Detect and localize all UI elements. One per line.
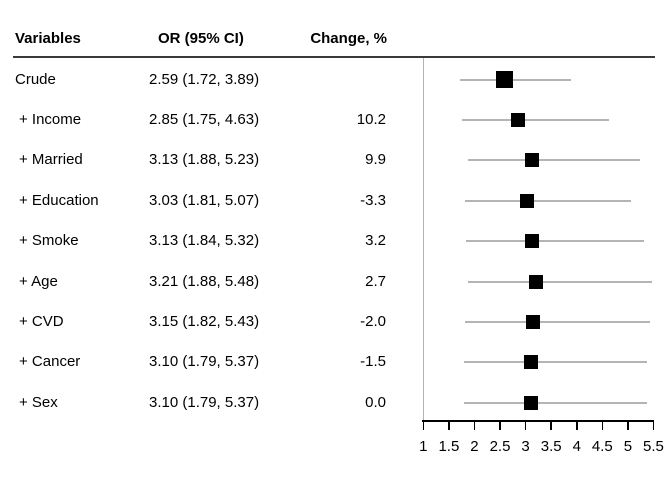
- axis-tick-label: 1.5: [438, 438, 460, 455]
- header-rule: [13, 56, 655, 58]
- axis-tick: [601, 420, 604, 430]
- reference-line-or-1: [422, 58, 425, 422]
- axis-tick: [499, 420, 501, 430]
- or-marker: [496, 71, 514, 88]
- axis-tick: [473, 420, 476, 430]
- ci-line: [464, 199, 632, 202]
- row-variable-label: + Smoke: [19, 232, 79, 250]
- or-marker: [523, 395, 538, 410]
- axis-tick-label: 5: [623, 438, 633, 455]
- column-header-change: Change, %: [310, 30, 387, 47]
- axis-tick-label: 3.5: [540, 438, 562, 455]
- row-variable-label: + Cancer: [19, 353, 81, 371]
- axis-tick-label: 2.5: [489, 438, 511, 455]
- axis-tick: [524, 420, 527, 430]
- ci-line: [465, 320, 650, 323]
- axis-tick-label: 4.5: [591, 438, 613, 455]
- row-variable-label: + Age: [19, 272, 58, 290]
- axis-tick-label: 1: [419, 438, 428, 455]
- ci-line: [466, 240, 645, 243]
- row-or-ci-value: 2.59 (1.72, 3.89): [149, 70, 260, 88]
- or-marker: [523, 355, 538, 370]
- or-marker: [510, 112, 525, 127]
- row-change-value: -3.3: [360, 191, 386, 209]
- axis-tick: [550, 420, 552, 430]
- row-change-value: 9.9: [365, 151, 386, 169]
- row-variable-label: + Education: [19, 191, 99, 209]
- axis-tick-label: 4: [572, 438, 581, 455]
- row-variable-label: + Sex: [19, 393, 58, 411]
- axis-tick-label: 2: [470, 438, 479, 455]
- axis-tick: [422, 420, 425, 430]
- row-or-ci-value: 3.15 (1.82, 5.43): [149, 312, 260, 330]
- row-change-value: 2.7: [365, 272, 386, 290]
- or-marker: [525, 234, 540, 249]
- column-header-variables: Variables: [15, 30, 81, 47]
- axis-tick: [575, 420, 578, 430]
- axis-tick: [627, 420, 629, 430]
- row-variable-label: + Income: [19, 110, 82, 128]
- x-axis-line: [422, 420, 655, 422]
- row-change-value: -1.5: [360, 353, 386, 371]
- axis-tick: [448, 420, 450, 430]
- row-or-ci-value: 3.03 (1.81, 5.07): [149, 191, 260, 209]
- axis-tick: [652, 420, 655, 430]
- ci-line: [460, 78, 572, 81]
- ci-line: [461, 118, 609, 121]
- row-change-value: -2.0: [360, 312, 386, 330]
- ci-line: [463, 401, 647, 404]
- row-variable-label: + CVD: [19, 312, 64, 330]
- row-or-ci-value: 3.13 (1.88, 5.23): [149, 151, 260, 169]
- or-marker: [520, 193, 535, 208]
- axis-tick-label: 5.5: [643, 438, 664, 455]
- row-or-ci-value: 3.10 (1.79, 5.37): [149, 353, 260, 371]
- row-variable-label: Crude: [15, 70, 56, 88]
- axis-tick-label: 3: [521, 438, 530, 455]
- row-or-ci-value: 2.85 (1.75, 4.63): [149, 110, 260, 128]
- row-variable-label: + Married: [19, 151, 83, 169]
- row-or-ci-value: 3.13 (1.84, 5.32): [149, 232, 260, 250]
- column-header-or-ci: OR (95% CI): [158, 30, 244, 47]
- row-change-value: 3.2: [365, 232, 386, 250]
- ci-line: [468, 159, 640, 162]
- ci-line: [468, 280, 653, 283]
- row-change-value: 0.0: [365, 393, 386, 411]
- row-or-ci-value: 3.21 (1.88, 5.48): [149, 272, 260, 290]
- ci-line: [463, 361, 647, 364]
- row-or-ci-value: 3.10 (1.79, 5.37): [149, 393, 260, 411]
- row-change-value: 10.2: [356, 110, 386, 128]
- or-marker: [526, 314, 541, 329]
- or-marker: [529, 274, 544, 289]
- or-marker: [525, 153, 540, 168]
